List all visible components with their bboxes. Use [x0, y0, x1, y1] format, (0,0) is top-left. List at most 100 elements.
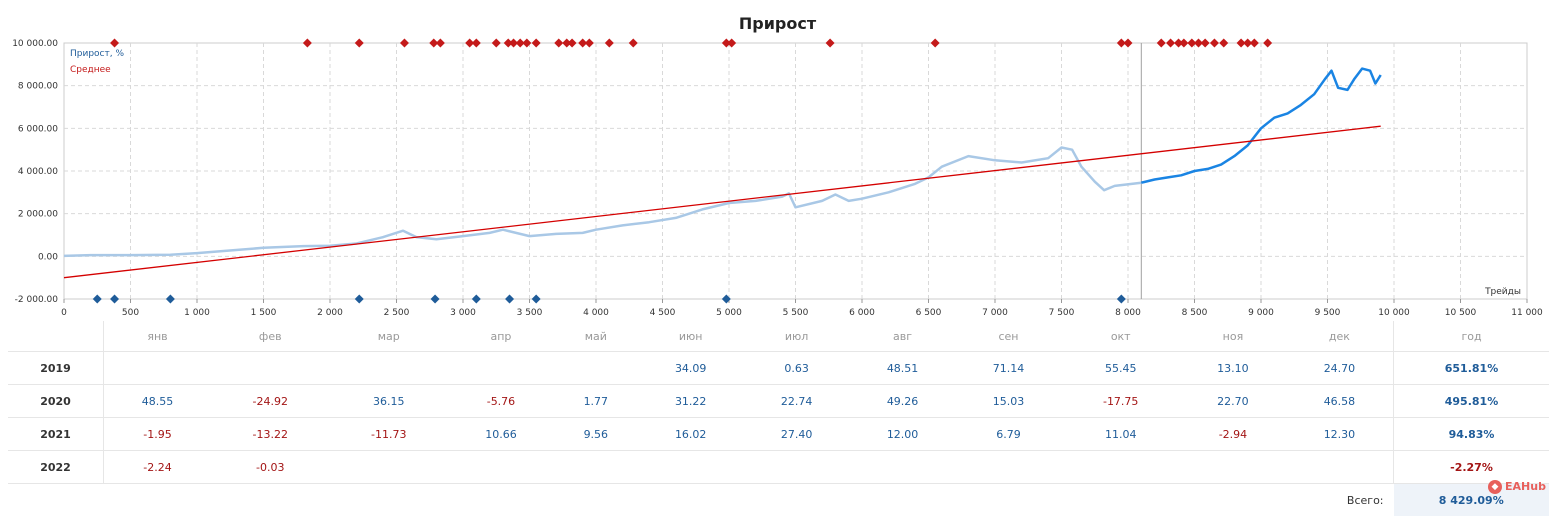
month-value-cell: 13.10 [1180, 352, 1286, 385]
month-value-cell [956, 451, 1062, 484]
month-value-cell: 22.70 [1180, 385, 1286, 418]
bottom-marker [110, 295, 119, 304]
watermark-logo: ◆EAHub [1488, 480, 1546, 494]
x-tick-label: 3 000 [450, 308, 476, 318]
x-tick-label: 10 500 [1445, 308, 1477, 318]
month-value-cell [448, 451, 554, 484]
month-value-cell: 34.09 [638, 352, 744, 385]
month-value-cell: 9.56 [554, 418, 638, 451]
month-value-cell: 6.79 [956, 418, 1062, 451]
month-header: май [554, 321, 638, 352]
month-value-cell: -24.92 [211, 385, 329, 418]
x-tick-label: 7 500 [1049, 308, 1075, 318]
y-tick-label: 2 000.00 [18, 210, 58, 220]
x-tick-label: 3 500 [517, 308, 543, 318]
top-marker [400, 39, 409, 48]
top-marker [1157, 39, 1166, 48]
year-total-header: год [1394, 321, 1550, 352]
month-header: янв [104, 321, 212, 352]
month-value-cell: 46.58 [1286, 385, 1394, 418]
month-value-cell: 16.02 [638, 418, 744, 451]
x-tick-label: 8 000 [1115, 308, 1141, 318]
y-tick-label: 0.00 [38, 252, 58, 262]
year-total-cell: 94.83% [1394, 418, 1550, 451]
top-marker [1166, 39, 1175, 48]
year-header [8, 321, 104, 352]
watermark-text: EAHub [1505, 480, 1546, 493]
month-value-cell [104, 352, 212, 385]
month-value-cell: 55.45 [1061, 352, 1179, 385]
top-marker [472, 39, 481, 48]
x-tick-label: 10 000 [1378, 308, 1410, 318]
top-marker [1179, 39, 1188, 48]
month-value-cell: -2.24 [104, 451, 212, 484]
top-marker [1210, 39, 1219, 48]
bottom-marker [505, 295, 514, 304]
month-header: мар [330, 321, 448, 352]
top-marker [585, 39, 594, 48]
year-cell: 2019 [8, 352, 104, 385]
top-marker [1263, 39, 1272, 48]
x-tick-label: 2 000 [317, 308, 343, 318]
x-tick-label: 7 000 [982, 308, 1008, 318]
y-tick-label: 8 000.00 [18, 82, 58, 92]
year-cell: 2021 [8, 418, 104, 451]
x-tick-label: 500 [122, 308, 139, 318]
bottom-marker [431, 295, 440, 304]
month-value-cell: 12.00 [850, 418, 956, 451]
top-marker [554, 39, 563, 48]
month-value-cell: 48.51 [850, 352, 956, 385]
top-marker [303, 39, 312, 48]
table-row: 2022-2.24-0.03-2.27% [8, 451, 1549, 484]
legend-growth: Прирост, % [70, 49, 124, 59]
top-marker [1219, 39, 1228, 48]
watermark-badge-icon: ◆ [1488, 480, 1502, 494]
month-value-cell: 1.77 [554, 385, 638, 418]
month-value-cell [554, 352, 638, 385]
month-value-cell [211, 352, 329, 385]
year-total-cell: 651.81% [1394, 352, 1550, 385]
bottom-marker [93, 295, 102, 304]
top-marker [605, 39, 614, 48]
top-marker [110, 39, 119, 48]
summary-label: Всего: [8, 484, 1394, 516]
month-header: окт [1061, 321, 1179, 352]
month-value-cell [448, 352, 554, 385]
month-value-cell: 0.63 [744, 352, 850, 385]
top-marker [532, 39, 541, 48]
chart-grid [64, 43, 1527, 299]
top-marker [492, 39, 501, 48]
month-value-cell: -13.22 [211, 418, 329, 451]
month-value-cell [1061, 451, 1179, 484]
x-tick-label: 8 500 [1182, 308, 1208, 318]
top-marker [629, 39, 638, 48]
month-value-cell [638, 451, 744, 484]
x-tick-label: 1 000 [184, 308, 210, 318]
year-cell: 2022 [8, 451, 104, 484]
year-total-cell: -2.27% [1394, 451, 1550, 484]
bottom-marker [355, 295, 364, 304]
growth-line-history [64, 148, 1141, 256]
month-value-cell: -5.76 [448, 385, 554, 418]
month-value-cell: 22.74 [744, 385, 850, 418]
month-value-cell: 36.15 [330, 385, 448, 418]
bottom-marker [1117, 295, 1126, 304]
month-header: июн [638, 321, 744, 352]
y-tick-label: 10 000.00 [12, 39, 58, 49]
x-tick-label: 2 500 [384, 308, 410, 318]
year-total-cell: 495.81% [1394, 385, 1550, 418]
y-tick-label: 4 000.00 [18, 167, 58, 177]
month-value-cell: 49.26 [850, 385, 956, 418]
x-tick-label: 11 000 [1511, 308, 1543, 318]
month-value-cell: -11.73 [330, 418, 448, 451]
month-value-cell: 10.66 [448, 418, 554, 451]
month-value-cell [330, 451, 448, 484]
year-cell: 2020 [8, 385, 104, 418]
month-value-cell: 11.04 [1061, 418, 1179, 451]
x-tick-label: 5 500 [783, 308, 809, 318]
average-line [64, 126, 1381, 278]
month-header: сен [956, 321, 1062, 352]
